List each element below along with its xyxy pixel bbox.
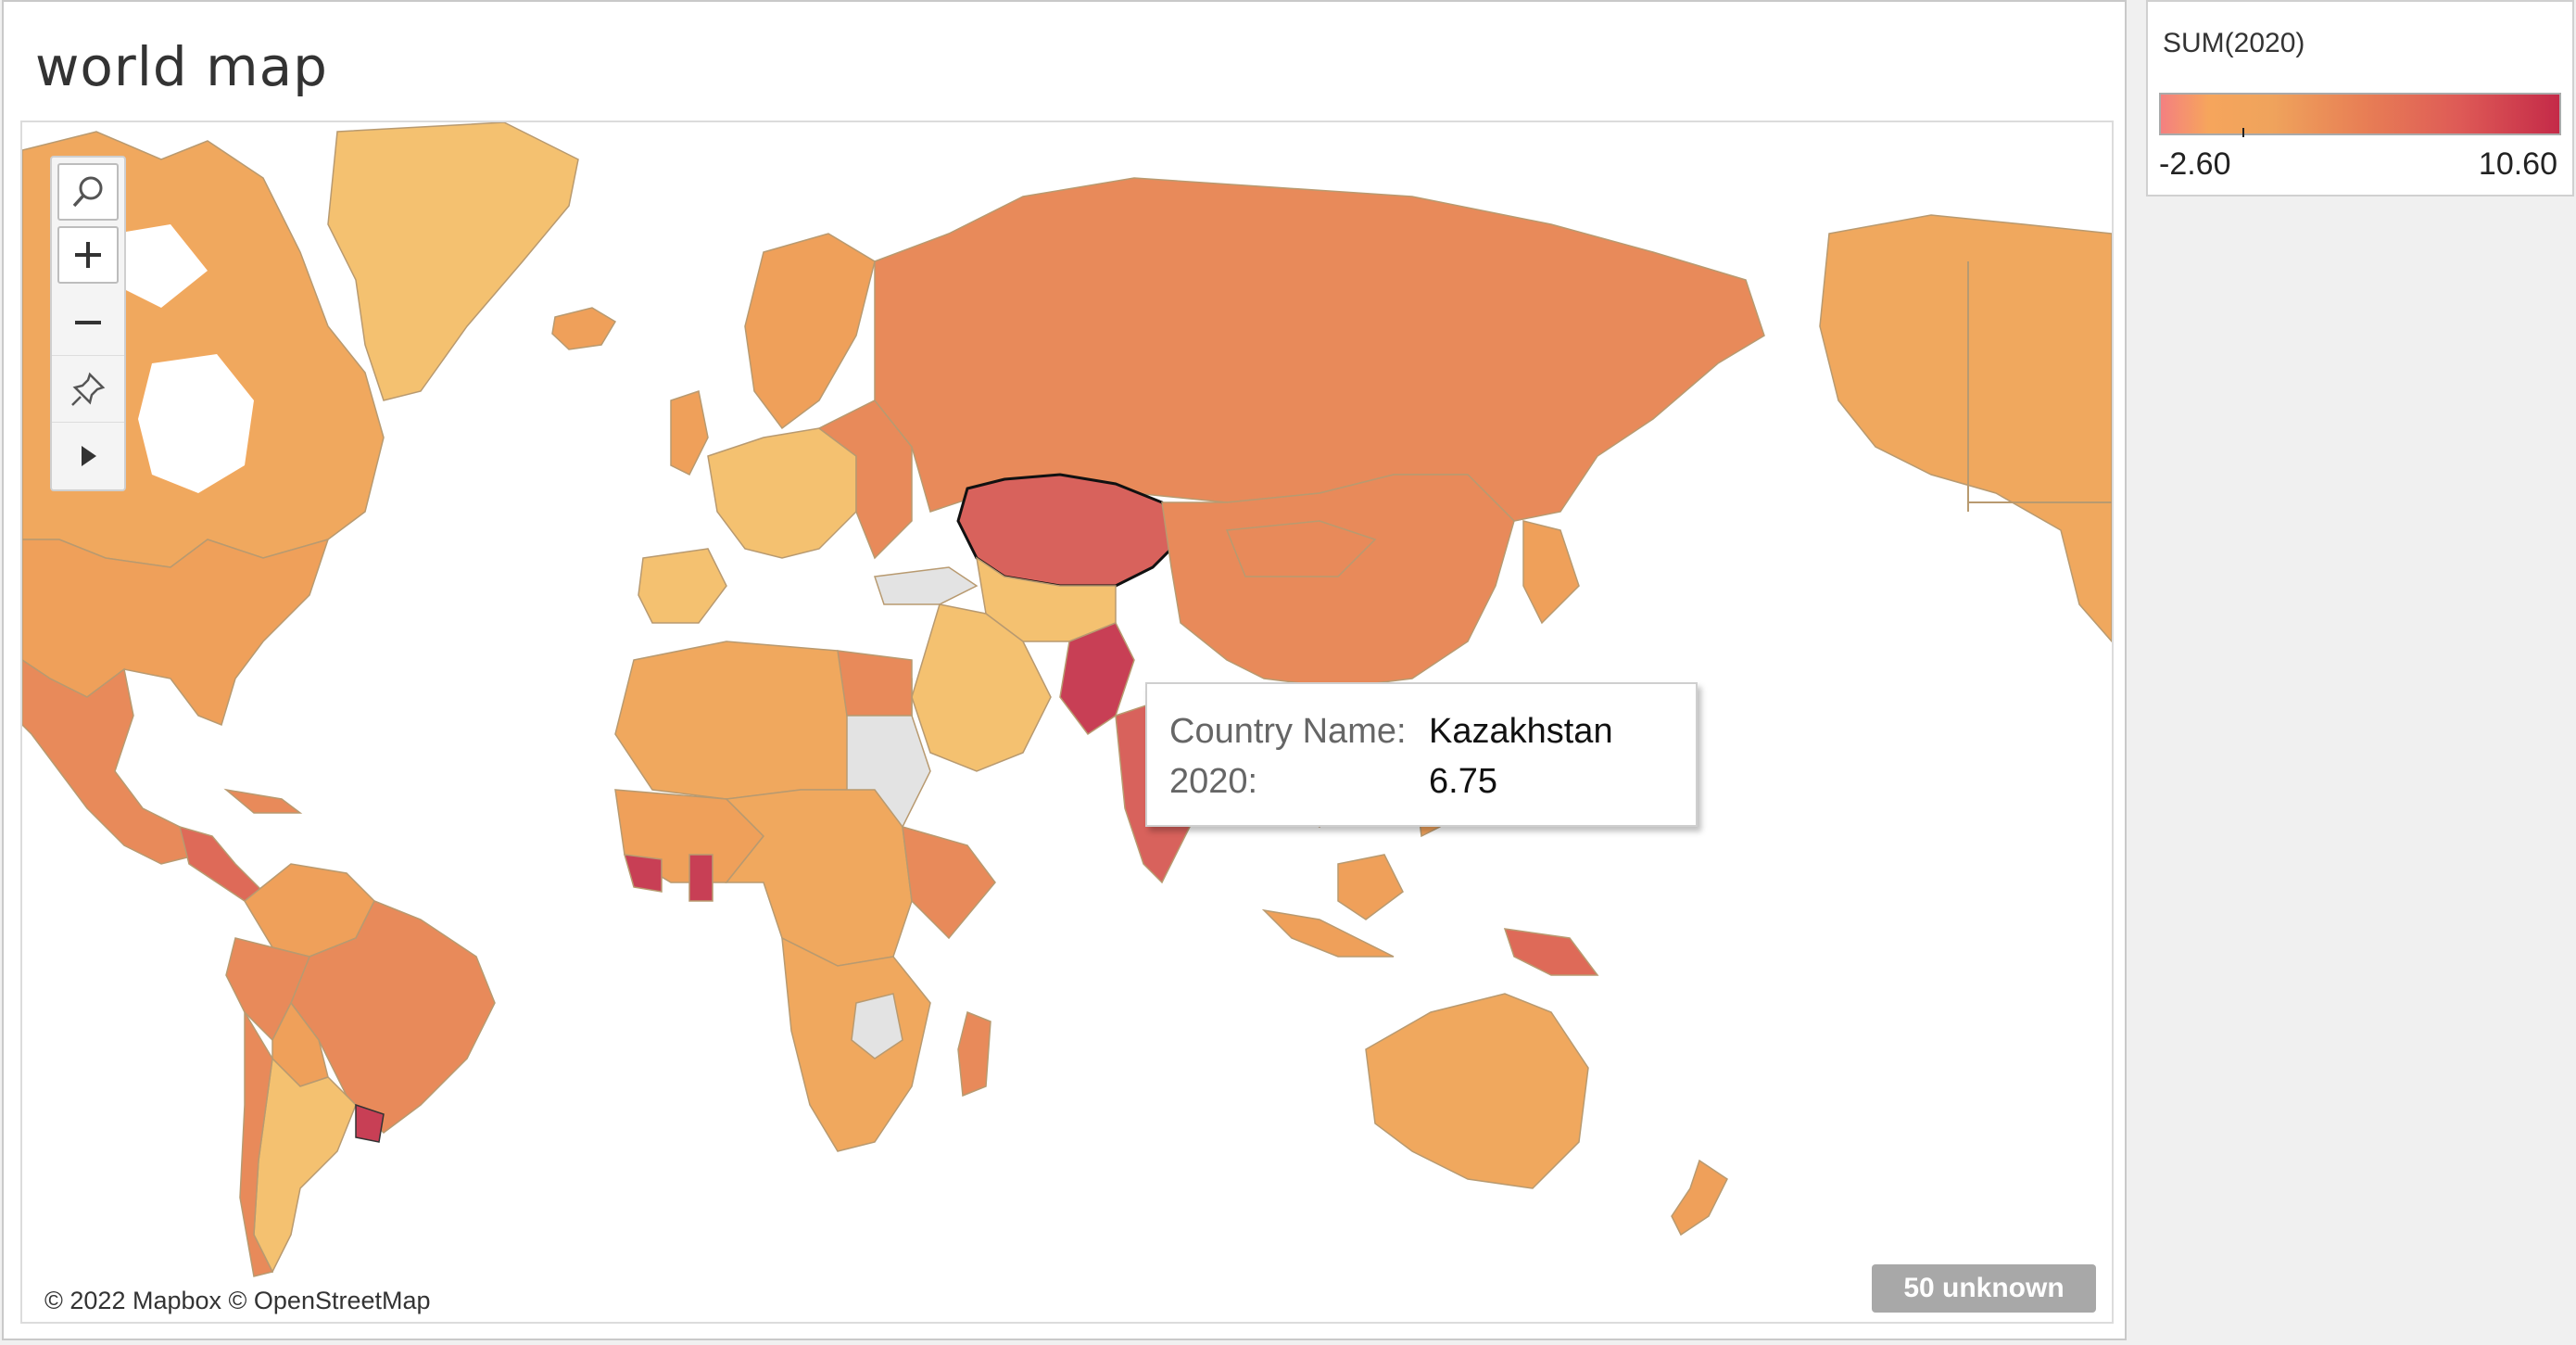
country-madagascar[interactable] bbox=[957, 1010, 991, 1098]
map-toolbar bbox=[50, 156, 126, 491]
country-indonesia[interactable] bbox=[1261, 908, 1395, 958]
tooltip-name-value: Kazakhstan bbox=[1429, 712, 1613, 751]
country-southern-africa[interactable] bbox=[781, 936, 931, 1152]
worksheet-card: world map bbox=[2, 0, 2127, 1340]
country-korea-japan[interactable] bbox=[1522, 520, 1580, 625]
search-icon bbox=[72, 176, 103, 208]
tooltip-year-value: 6.75 bbox=[1429, 762, 1497, 801]
zoom-out-button[interactable] bbox=[52, 289, 124, 356]
country-australia[interactable] bbox=[1365, 993, 1589, 1189]
country-ghana[interactable] bbox=[688, 854, 713, 902]
expand-arrow-icon bbox=[82, 446, 96, 466]
country-iceland[interactable] bbox=[551, 307, 617, 350]
map-attribution[interactable]: © 2022 Mapbox © OpenStreetMap bbox=[35, 1281, 440, 1321]
arctic-channel bbox=[115, 224, 208, 308]
zoom-out-icon bbox=[75, 320, 101, 324]
country-spain[interactable] bbox=[638, 548, 727, 624]
tooltip-name-label: Country Name: bbox=[1169, 712, 1407, 751]
tooltip-year-label: 2020: bbox=[1169, 762, 1258, 801]
color-legend[interactable]: SUM(2020) -2.60 10.60 bbox=[2146, 0, 2574, 197]
legend-value-marker bbox=[2242, 128, 2244, 137]
country-borneo[interactable] bbox=[1337, 854, 1404, 920]
country-turkey[interactable] bbox=[873, 566, 979, 605]
country-egypt[interactable] bbox=[837, 650, 913, 717]
search-button[interactable] bbox=[57, 163, 119, 221]
pin-icon bbox=[71, 372, 106, 406]
country-greenland[interactable] bbox=[327, 122, 579, 401]
country-uk[interactable] bbox=[670, 390, 709, 476]
legend-min-label: -2.60 bbox=[2159, 146, 2231, 182]
country-sierra-leone[interactable] bbox=[623, 854, 663, 893]
country-unknown-africa[interactable] bbox=[851, 993, 903, 1060]
country-mongolia[interactable] bbox=[1225, 520, 1377, 577]
country-scandinavia[interactable] bbox=[744, 233, 876, 430]
country-middle-east[interactable] bbox=[911, 603, 1052, 772]
country-western-europe[interactable] bbox=[707, 427, 857, 559]
country-png[interactable] bbox=[1503, 928, 1599, 976]
zoom-in-icon bbox=[75, 242, 101, 268]
legend-gradient bbox=[2159, 93, 2561, 137]
country-east-africa[interactable] bbox=[902, 825, 996, 940]
unknown-count-badge[interactable]: 50 unknown bbox=[1872, 1264, 2096, 1313]
country-new-zealand[interactable] bbox=[1671, 1159, 1728, 1237]
country-uruguay[interactable] bbox=[355, 1103, 385, 1143]
hudson-bay bbox=[138, 354, 254, 493]
map-view[interactable]: © 2022 Mapbox © OpenStreetMap 50 unknown… bbox=[20, 121, 2114, 1324]
country-cuba[interactable] bbox=[223, 788, 303, 814]
zoom-in-button[interactable] bbox=[57, 226, 119, 284]
legend-title: SUM(2020) bbox=[2163, 28, 2305, 58]
pin-button[interactable] bbox=[52, 356, 124, 423]
choropleth-map[interactable] bbox=[22, 122, 2112, 1322]
worksheet-title: world map bbox=[35, 35, 328, 98]
country-chile[interactable] bbox=[239, 1009, 274, 1277]
expand-toolbar-button[interactable] bbox=[52, 423, 124, 489]
country-tooltip: Country Name: Kazakhstan 2020: 6.75 bbox=[1145, 682, 1698, 827]
country-alaska[interactable] bbox=[1819, 214, 2112, 643]
legend-max-label: 10.60 bbox=[2478, 146, 2557, 182]
